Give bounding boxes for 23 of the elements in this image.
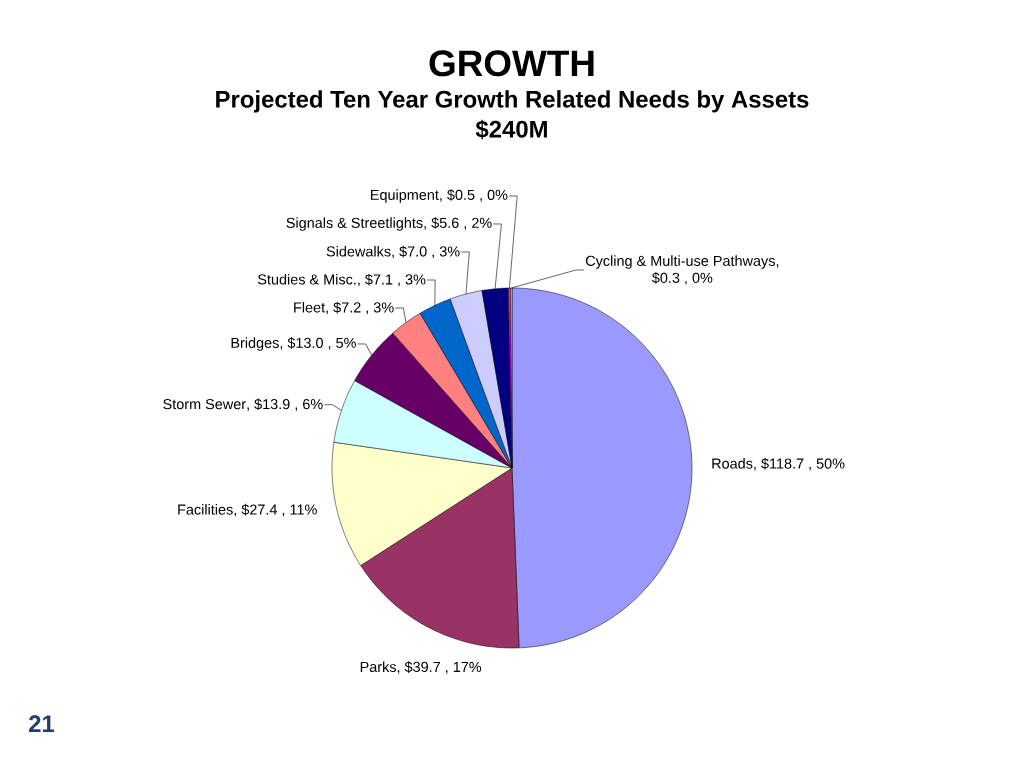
slice-label: Parks [360,661,397,673]
data-label: , $0.5 , 0% [440,189,508,202]
chart-subtitle: Projected Ten Year Growth Related Needs by Assets $240M [216,90,809,140]
slice-label: Fleet [294,301,325,313]
slice-label: Facilities [178,504,233,515]
data-label: , $13.9 , 6% [247,398,323,411]
slice-label: Studies & Misc. [257,273,356,285]
chart-title: GROWTH [429,50,594,77]
slice-label: Signals & Streetlights [286,217,423,231]
data-label: , $5.6 , 2% [424,217,492,230]
slice-label: Bridges [231,337,279,351]
data-label: , $13.0 , 5% [280,337,356,350]
data-label: , $7.2 , 3% [326,301,394,315]
slice-label: Sidewalks [326,245,391,257]
text: 21 [29,715,55,732]
data-label: , $7.1 , 3% [358,273,426,287]
data-label: , $27.4 , 11% [234,503,317,517]
data-label: , $7.0 , 3% [392,245,460,259]
data-label: , $39.7 , 17% [397,661,482,674]
slice-label: Storm Sewer [163,399,246,410]
slice-label: Roads [712,458,753,469]
slice-label: Equipment [371,189,439,203]
data-label: , $118.7 , 50% [754,457,845,471]
